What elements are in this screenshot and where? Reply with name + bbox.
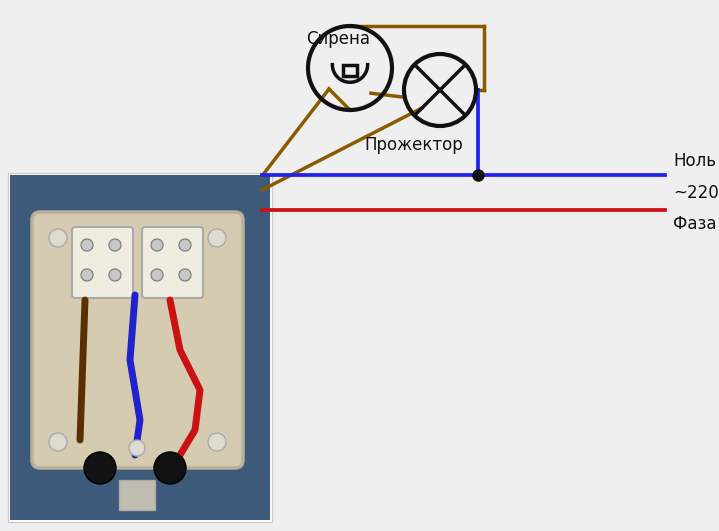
Circle shape bbox=[84, 452, 116, 484]
Circle shape bbox=[49, 229, 67, 247]
Circle shape bbox=[81, 239, 93, 251]
FancyBboxPatch shape bbox=[119, 480, 155, 510]
Circle shape bbox=[179, 239, 191, 251]
Circle shape bbox=[109, 239, 121, 251]
Circle shape bbox=[179, 269, 191, 281]
Text: Фаза: Фаза bbox=[673, 215, 717, 233]
FancyBboxPatch shape bbox=[10, 175, 270, 520]
Circle shape bbox=[208, 433, 226, 451]
Circle shape bbox=[109, 269, 121, 281]
Text: Сирена: Сирена bbox=[306, 30, 370, 48]
FancyBboxPatch shape bbox=[72, 227, 133, 298]
Circle shape bbox=[208, 229, 226, 247]
Bar bbox=[343, 65, 357, 76]
FancyBboxPatch shape bbox=[8, 173, 272, 522]
FancyBboxPatch shape bbox=[32, 212, 243, 468]
Circle shape bbox=[129, 440, 145, 456]
Text: Ноль: Ноль bbox=[673, 152, 716, 170]
Circle shape bbox=[49, 433, 67, 451]
FancyBboxPatch shape bbox=[142, 227, 203, 298]
Text: ~220В: ~220В bbox=[673, 184, 719, 201]
Circle shape bbox=[154, 452, 186, 484]
Circle shape bbox=[151, 269, 163, 281]
Text: Прожектор: Прожектор bbox=[364, 136, 463, 154]
Circle shape bbox=[81, 269, 93, 281]
Circle shape bbox=[151, 239, 163, 251]
